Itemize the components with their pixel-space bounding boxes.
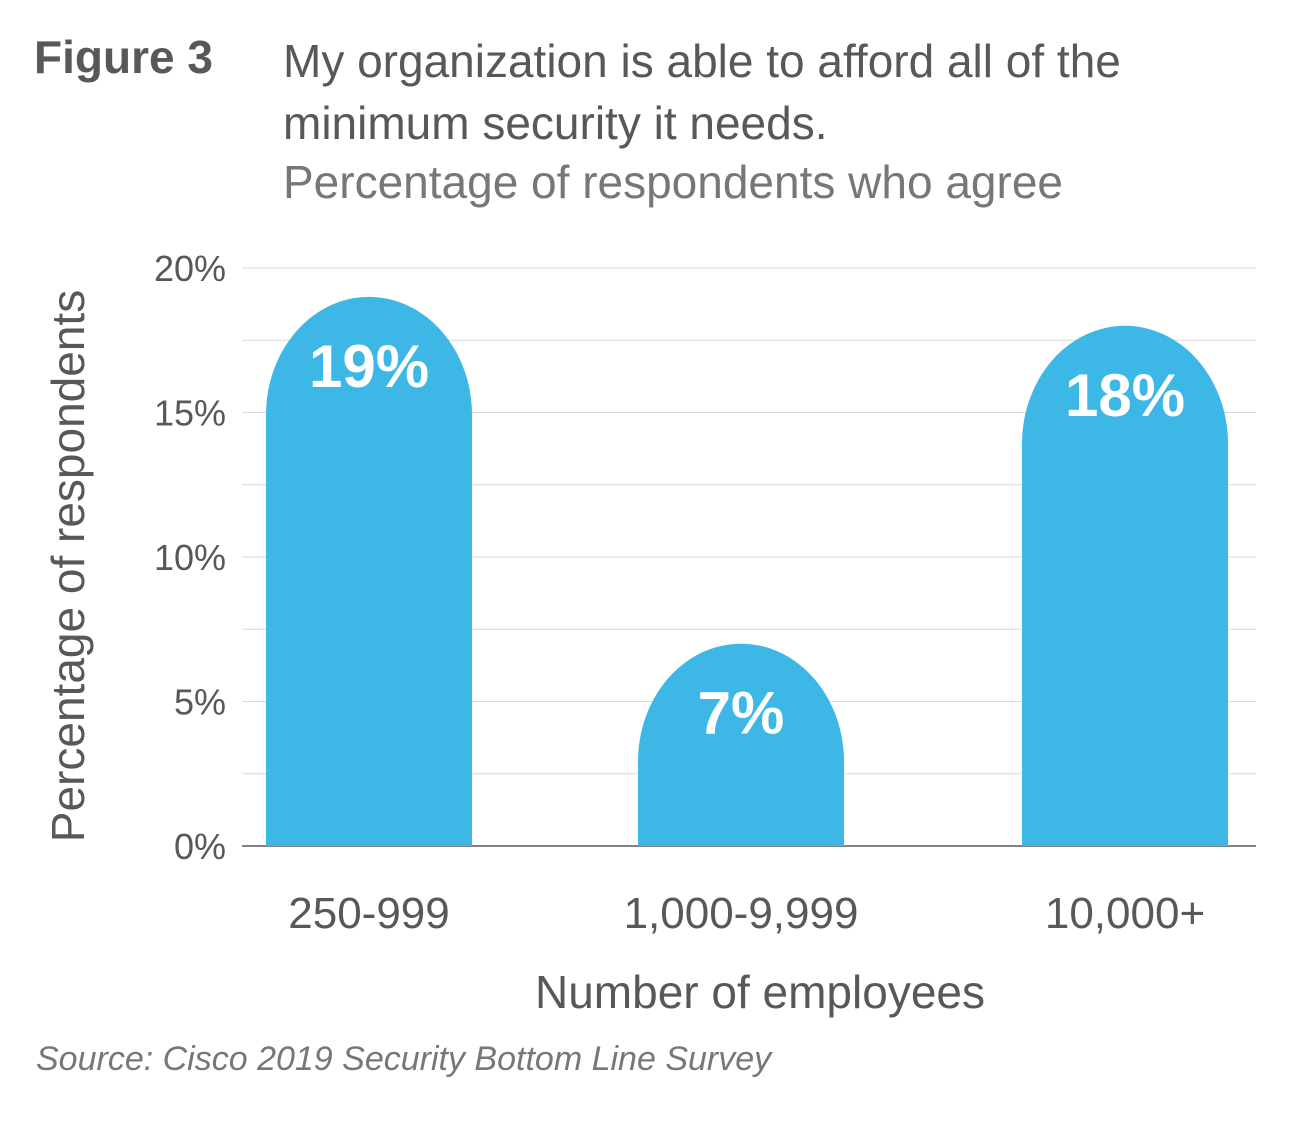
bar bbox=[266, 296, 472, 846]
bar-value-label: 18% bbox=[1065, 362, 1185, 429]
y-tick-label: 0% bbox=[174, 826, 226, 867]
bars: 19% 7% 18% bbox=[266, 296, 1228, 846]
y-tick-label: 10% bbox=[154, 537, 226, 578]
bar-value-label: 7% bbox=[698, 680, 785, 747]
x-tick-label: 10,000+ bbox=[1045, 889, 1205, 938]
y-axis-ticks: 0% 5% 10% 15% 20% bbox=[154, 248, 226, 867]
chart-subtitle: Percentage of respondents who agree bbox=[283, 156, 1063, 208]
bar bbox=[638, 643, 844, 846]
x-tick-label: 1,000-9,999 bbox=[624, 889, 859, 938]
x-tick-label: 250-999 bbox=[288, 889, 449, 938]
x-axis-title: Number of employees bbox=[535, 966, 985, 1018]
y-tick-label: 5% bbox=[174, 682, 226, 723]
x-axis-ticks: 250-999 1,000-9,999 10,000+ bbox=[288, 889, 1205, 938]
y-tick-label: 20% bbox=[154, 248, 226, 289]
source-note: Source: Cisco 2019 Security Bottom Line … bbox=[36, 1040, 772, 1078]
y-axis-title: Percentage of respondents bbox=[42, 290, 94, 842]
figure-label: Figure 3 bbox=[34, 31, 213, 83]
bar bbox=[1022, 325, 1228, 846]
bar-value-label: 19% bbox=[309, 333, 429, 400]
y-tick-label: 15% bbox=[154, 393, 226, 434]
chart-title: My organization is able to afford all of… bbox=[283, 35, 1121, 149]
